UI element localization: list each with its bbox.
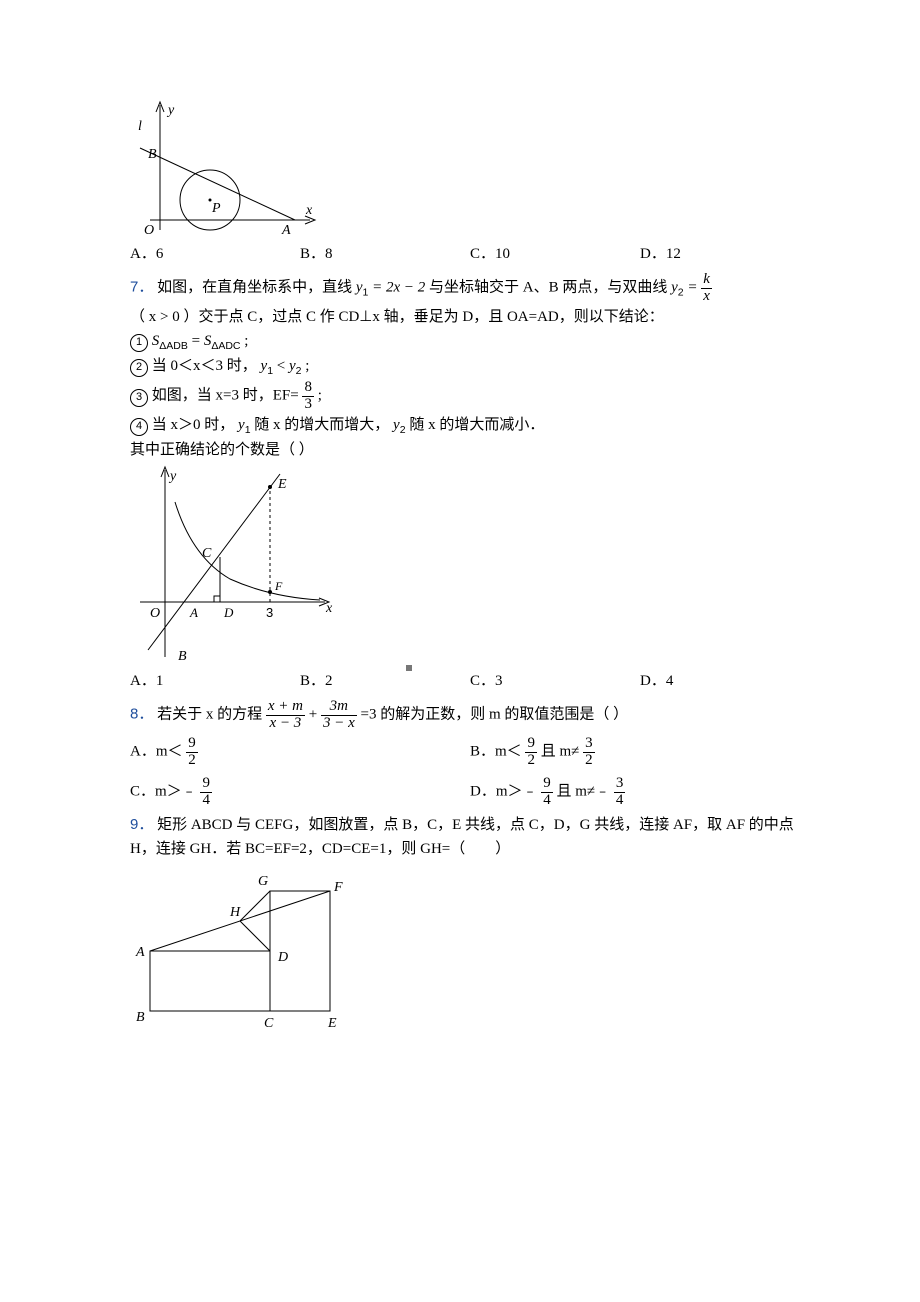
q8-frac1: x + mx − 3	[266, 699, 305, 732]
q7-y2: y	[671, 280, 678, 296]
q7-frac-kx: kx	[701, 272, 712, 305]
q8-lead-a: 若关于 x 的方程	[157, 707, 262, 723]
q7-choices: A．1 B．2 C．3 D．4	[130, 669, 810, 693]
svg-text:O: O	[144, 223, 154, 238]
q6-figure: y l B O P A x	[130, 100, 810, 240]
q7-c1-end: ;	[244, 333, 248, 349]
q7-num: 7．	[130, 279, 153, 296]
q8-frac2: 3m3 − x	[321, 699, 357, 732]
svg-text:P: P	[211, 201, 221, 216]
svg-text:G: G	[258, 874, 268, 889]
q7-eq1: = 2x − 2	[372, 280, 425, 296]
svg-text:B: B	[178, 649, 187, 664]
svg-text:3: 3	[266, 605, 273, 620]
svg-text:A: A	[135, 945, 145, 960]
q6-opt-b: B．8	[300, 242, 470, 266]
q7-y1: y	[356, 280, 363, 296]
q7-line1: 7． 如图，在直角坐标系中，直线 y1 = 2x − 2 与坐标轴交于 A、B …	[130, 272, 810, 305]
q7-c1-sub1: ΔADB	[159, 340, 188, 352]
svg-text:A: A	[189, 605, 198, 620]
q9-num: 9．	[130, 816, 153, 833]
circ-1: 1	[130, 334, 148, 352]
q8-opt-c: C．m＞﹣ 94	[130, 772, 470, 813]
q7-lead-a: 如图，在直角坐标系中，直线	[157, 280, 352, 296]
q7-eq2l: =	[687, 280, 701, 296]
svg-text:B: B	[148, 147, 157, 162]
q7-c3-a: 如图，当 x=3 时，EF=	[152, 388, 299, 404]
q7-y1-sub: 1	[363, 287, 369, 299]
svg-text:D: D	[223, 605, 234, 620]
q7-tail: 其中正确结论的个数是（ ）	[130, 438, 810, 462]
svg-text:y: y	[168, 469, 177, 484]
q7-c4: 4 当 x＞0 时， y1 随 x 的增大而增大， y2 随 x 的增大而减小．	[130, 413, 810, 439]
q9-text: 矩形 ABCD 与 CEFG，如图放置，点 B，C，E 共线，点 C，D，G 共…	[130, 817, 794, 857]
q7-c3-frac: 83	[302, 380, 314, 413]
q6-opt-c: C．10	[470, 242, 640, 266]
q7-opt-a: A．1	[130, 669, 300, 693]
q7-cond: （ x > 0 ）交于点 C，过点 C 作 CD⊥x 轴，垂足为 D，且 OA=…	[130, 305, 810, 329]
svg-text:l: l	[138, 119, 142, 134]
svg-text:B: B	[136, 1010, 145, 1025]
svg-text:F: F	[274, 579, 283, 593]
q9-figure: A B C D E F G H	[130, 861, 810, 1041]
svg-text:x: x	[305, 203, 313, 218]
q7-c4-a: 当 x＞0 时，	[152, 417, 238, 433]
q6-opt-a: A．6	[130, 242, 300, 266]
svg-text:D: D	[277, 950, 288, 965]
svg-text:C: C	[264, 1016, 274, 1031]
circ-2: 2	[130, 359, 148, 377]
q7-c1-mid: =	[192, 333, 204, 349]
svg-text:x: x	[325, 601, 333, 616]
circ-4: 4	[130, 418, 148, 436]
q7-opt-c: C．3	[470, 669, 640, 693]
q8-opt-b: B．m＜ 92 且 m≠ 32	[470, 732, 810, 773]
q7-c2: 2 当 0＜x＜3 时， y1 < y2 ;	[130, 354, 810, 380]
q7-y2-sub: 2	[678, 287, 684, 299]
q6-opt-d: D．12	[640, 242, 810, 266]
q7-c2-a: 当 0＜x＜3 时，	[152, 358, 261, 374]
q9-stem: 9． 矩形 ABCD 与 CEFG，如图放置，点 B，C，E 共线，点 C，D，…	[130, 813, 810, 861]
q7-figure: y x O A D 3 B C E F	[130, 462, 810, 667]
q7-opt-b: B．2	[300, 669, 470, 693]
svg-text:E: E	[277, 477, 287, 492]
svg-text:y: y	[166, 103, 175, 118]
q7-c3: 3 如图，当 x=3 时，EF= 83 ;	[130, 380, 810, 413]
q8-opt-d: D．m＞﹣ 94 且 m≠﹣ 34	[470, 772, 810, 813]
svg-text:A: A	[281, 223, 291, 238]
q8-opt-a: A．m＜ 92	[130, 732, 470, 773]
svg-text:E: E	[327, 1016, 337, 1031]
q6-choices: A．6 B．8 C．10 D．12	[130, 242, 810, 266]
q7-lead-b: 与坐标轴交于 A、B 两点，与双曲线	[429, 280, 667, 296]
q7-c2-y2: y	[289, 358, 296, 374]
q8-num: 8．	[130, 706, 153, 723]
svg-text:F: F	[333, 880, 343, 895]
q7-c1: 1 SΔADB = SΔADC ;	[130, 329, 810, 355]
svg-text:O: O	[150, 606, 160, 621]
q7-c1-sub2: ΔADC	[211, 340, 240, 352]
svg-text:H: H	[229, 905, 241, 920]
q7-opt-d: D．4	[640, 669, 810, 693]
svg-text:C: C	[202, 546, 212, 561]
q8-lead-b: =3 的解为正数，则 m 的取值范围是（ ）	[360, 707, 628, 723]
page-marker	[406, 655, 412, 679]
circ-3: 3	[130, 389, 148, 407]
q8-stem: 8． 若关于 x 的方程 x + mx − 3 + 3m3 − x =3 的解为…	[130, 699, 810, 732]
